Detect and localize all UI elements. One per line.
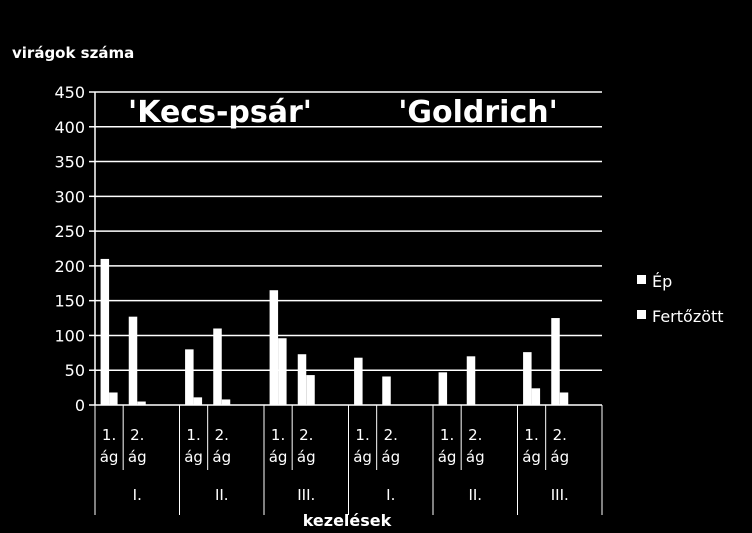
bar-ep (551, 318, 560, 405)
bar-fertozott (193, 397, 203, 405)
bar-fertozott (559, 392, 569, 405)
bar-fertozott (137, 401, 146, 405)
legend-swatch (637, 310, 646, 319)
bar-ep (100, 258, 110, 405)
bar-fertozott (278, 338, 287, 405)
x-axis-title: kezelések (303, 511, 392, 530)
x-tick-label-branch: 2. (130, 426, 144, 444)
y-tick-label: 300 (54, 187, 85, 206)
x-tick-label-treatment: III. (551, 486, 569, 504)
bar-fertozott (221, 399, 231, 405)
x-tick-label-branch: 2. (468, 426, 482, 444)
y-axis-title: virágok száma (12, 44, 134, 62)
x-tick-label-branch: 1. (355, 426, 369, 444)
legend-label: Fertőzött (652, 307, 724, 326)
x-tick-label-branch: 2. (553, 426, 567, 444)
y-tick-label: 200 (54, 257, 85, 276)
x-tick-label-branch: ág (297, 448, 316, 466)
x-tick-label-branch: ág (466, 448, 485, 466)
x-tick-label-branch: ág (381, 448, 400, 466)
x-tick-label-branch: ág (128, 448, 147, 466)
x-tick-label-branch: ág (269, 448, 288, 466)
y-tick-label: 0 (75, 396, 85, 415)
x-tick-label-branch: ág (353, 448, 372, 466)
bar-fertozott (306, 375, 315, 405)
y-tick-label: 50 (65, 361, 85, 380)
variety-label-goldrich: 'Goldrich' (398, 95, 558, 130)
bar-fertozott (109, 392, 118, 405)
y-tick-label: 350 (54, 153, 85, 172)
x-tick-label-branch: ág (212, 448, 231, 466)
x-tick-label-treatment: II. (215, 486, 229, 504)
x-tick-label-branch: ág (522, 448, 541, 466)
bar-fertozott (531, 388, 541, 405)
variety-label-kecs-psar: 'Kecs-psár' (128, 95, 312, 130)
y-tick-label: 400 (54, 118, 85, 137)
x-tick-label-branch: 2. (384, 426, 398, 444)
bar-ep (128, 316, 138, 405)
x-tick-label-branch: 2. (299, 426, 313, 444)
bar-ep (354, 357, 363, 405)
x-tick-label-branch: 1. (271, 426, 285, 444)
x-tick-label-treatment: III. (297, 486, 315, 504)
x-tick-label-branch: 1. (524, 426, 538, 444)
bar-ep (297, 354, 307, 405)
x-tick-label-treatment: II. (468, 486, 482, 504)
legend-label: Ép (652, 272, 672, 291)
bar-ep (523, 352, 532, 405)
bar-ep (185, 349, 194, 405)
x-tick-label-branch: ág (550, 448, 569, 466)
x-tick-label-branch: ág (438, 448, 457, 466)
bar-ep (213, 328, 222, 405)
bar-ep (466, 356, 476, 405)
legend-swatch (637, 275, 646, 284)
y-tick-label: 250 (54, 222, 85, 241)
bar-ep (382, 376, 391, 405)
x-tick-label-branch: 1. (186, 426, 200, 444)
x-tick-label-branch: 1. (102, 426, 116, 444)
y-tick-label: 150 (54, 292, 85, 311)
x-tick-label-treatment: I. (133, 486, 142, 504)
x-tick-label-branch: ág (100, 448, 119, 466)
bar-ep (438, 372, 448, 405)
x-tick-label-treatment: I. (386, 486, 395, 504)
y-tick-label: 100 (54, 326, 85, 345)
y-tick-label: 450 (54, 83, 85, 102)
bar-ep (269, 290, 279, 405)
x-tick-label-branch: 1. (440, 426, 454, 444)
x-tick-label-branch: 2. (215, 426, 229, 444)
x-tick-label-branch: ág (184, 448, 203, 466)
